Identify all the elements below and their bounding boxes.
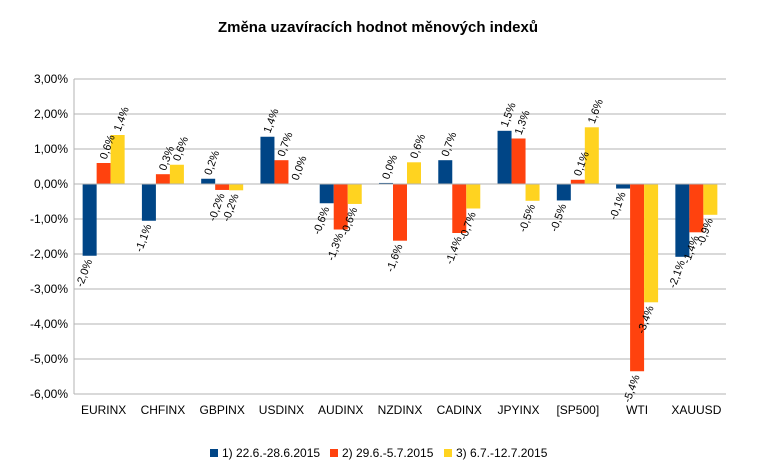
data-label: -5,4% xyxy=(622,373,643,404)
data-label: 1,4% xyxy=(262,107,282,135)
category-label: XAUUSD xyxy=(671,403,721,417)
category-label: CHFINX xyxy=(141,403,186,417)
bar xyxy=(466,184,481,209)
bar xyxy=(319,184,334,204)
bar xyxy=(229,184,244,191)
category-label: GBPINX xyxy=(200,403,245,417)
y-tick-label: 2,00% xyxy=(34,107,68,121)
data-labels: -2,0%0,6%1,4%-1,1%0,3%0,6%0,2%-0,2%-0,2%… xyxy=(74,97,716,404)
bar xyxy=(675,184,690,257)
data-label: -0,1% xyxy=(608,190,629,221)
bar xyxy=(155,174,170,184)
data-label: 0,0% xyxy=(290,154,310,182)
data-label: 0,7% xyxy=(440,130,460,158)
category-labels: EURINX CHFINX GBPINX USDINX AUDINX NZDINX CADI… xyxy=(81,403,722,417)
y-tick-label: -1,00% xyxy=(30,212,68,226)
data-label: 0,2% xyxy=(202,149,222,177)
legend-swatch xyxy=(444,449,452,457)
data-label: 0,0% xyxy=(380,153,400,181)
y-tick-label: 1,00% xyxy=(34,142,68,156)
legend-entry: 3) 6.7.-12.7.2015 xyxy=(456,446,548,460)
bar xyxy=(215,184,230,190)
bar xyxy=(260,136,275,184)
data-label: 1,6% xyxy=(586,97,606,125)
y-axis-tick-labels: 3,00% 2,00% 1,00% 0,00% -1,00% -2,00% -3,00% -4… xyxy=(30,72,68,401)
category-label: JPYINX xyxy=(498,403,540,417)
bar xyxy=(274,160,289,184)
bar xyxy=(141,184,156,221)
bar xyxy=(96,163,111,184)
y-tick-label: 3,00% xyxy=(34,72,68,86)
category-label: [SP500] xyxy=(556,403,599,417)
legend-entry: 1) 22.6.-28.6.2015 xyxy=(222,446,320,460)
legend-swatch xyxy=(210,449,218,457)
y-tick-label: 0,00% xyxy=(34,177,68,191)
data-label: -1,6% xyxy=(384,242,405,273)
y-tick-label: -6,00% xyxy=(30,387,68,401)
y-tick-label: -4,00% xyxy=(30,317,68,331)
data-label: -0,5% xyxy=(517,203,538,234)
data-label: -0,5% xyxy=(548,202,569,233)
bar xyxy=(393,184,407,241)
chart-title: Změna uzavíracích hodnot měnových indexů xyxy=(218,19,538,36)
category-label: CADINX xyxy=(437,403,482,417)
bar xyxy=(333,184,348,230)
category-label: NZDINX xyxy=(378,403,423,417)
bar xyxy=(169,164,184,184)
axes xyxy=(73,79,726,394)
bar xyxy=(689,184,704,233)
bar xyxy=(347,184,362,204)
bar xyxy=(644,184,659,303)
bar xyxy=(438,160,453,184)
bar xyxy=(201,178,216,184)
bar xyxy=(630,184,645,372)
data-label: -2,0% xyxy=(74,257,95,288)
data-label: -1,3% xyxy=(325,231,346,262)
y-tick-label: -2,00% xyxy=(30,247,68,261)
y-tick-label: -5,00% xyxy=(30,352,68,366)
bar xyxy=(407,162,421,184)
bar xyxy=(570,179,585,184)
bar xyxy=(556,184,571,201)
bar xyxy=(82,184,97,256)
data-label: 0,7% xyxy=(276,130,296,158)
bar xyxy=(379,182,393,184)
bar xyxy=(616,184,631,189)
category-label: EURINX xyxy=(81,403,126,417)
bar xyxy=(584,127,599,184)
bar xyxy=(110,135,125,184)
data-label: -0,6% xyxy=(311,205,332,236)
category-label: USDINX xyxy=(259,403,304,417)
bar xyxy=(525,184,540,201)
legend-entry: 2) 29.6.-5.7.2015 xyxy=(342,446,434,460)
bar xyxy=(703,184,718,215)
data-label: 0,6% xyxy=(408,132,428,160)
bars xyxy=(82,127,718,372)
legend: 1) 22.6.-28.6.2015 2) 29.6.-5.7.2015 3) 6.… xyxy=(210,446,548,460)
bar xyxy=(452,184,467,233)
data-label: 1,4% xyxy=(112,105,132,133)
category-label: WTI xyxy=(626,403,648,417)
bar xyxy=(511,138,526,184)
legend-swatch xyxy=(330,449,338,457)
data-label: -1,1% xyxy=(133,222,154,253)
bar xyxy=(497,130,512,184)
y-tick-label: -3,00% xyxy=(30,282,68,296)
category-label: AUDINX xyxy=(318,403,363,417)
